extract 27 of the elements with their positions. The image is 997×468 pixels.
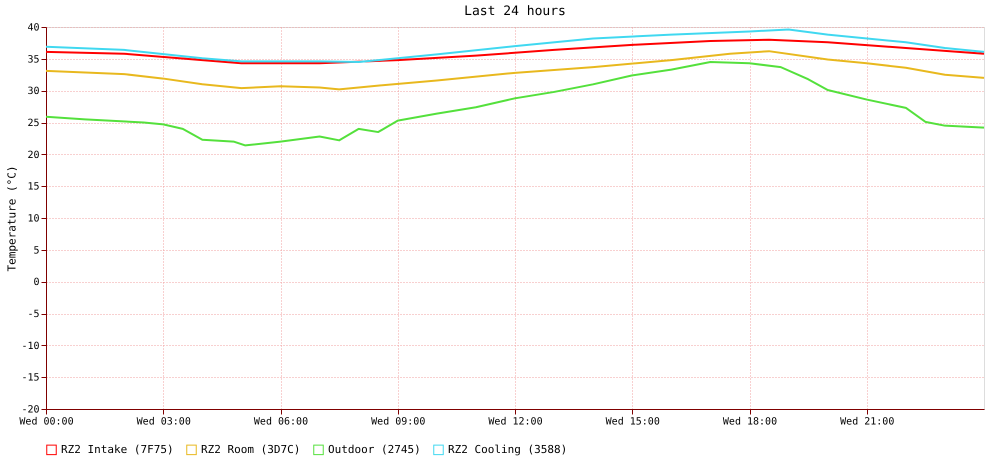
y-tick-label: -10 [21, 340, 40, 352]
y-tick-label: 20 [27, 150, 40, 161]
y-tick-label: -5 [27, 309, 40, 320]
x-tick-label: Wed 09:00 [371, 416, 426, 428]
y-tick-label: 0 [33, 277, 40, 288]
legend-label: RZ2 Cooling (3588) [448, 442, 568, 456]
y-tick-label: 10 [27, 214, 40, 224]
y-tick-label: 30 [27, 86, 40, 98]
y-tick-label: 35 [27, 54, 40, 66]
x-tick-label: Wed 00:00 [19, 416, 74, 428]
y-tick-label: 40 [27, 22, 40, 34]
x-tick-label: Wed 12:00 [488, 416, 543, 428]
y-axis-title: Temperature (°C) [5, 166, 18, 272]
y-tick-label: -15 [21, 372, 40, 384]
x-tick-label: Wed 21:00 [840, 416, 894, 428]
legend-label: RZ2 Room (3D7C) [201, 442, 300, 456]
legend-label: Outdoor (2745) [328, 442, 421, 456]
x-tick-label: Wed 15:00 [606, 416, 660, 428]
y-tick-label: 25 [27, 118, 40, 129]
chart-title: Last 24 hours [464, 4, 566, 19]
legend-label: RZ2 Intake (7F75) [61, 442, 174, 456]
y-tick-label: 15 [27, 182, 40, 193]
y-tick-label: 5 [33, 245, 40, 256]
x-tick-label: Wed 18:00 [722, 416, 778, 428]
x-tick-label: Wed 06:00 [254, 416, 308, 428]
y-tick-label: -20 [21, 404, 40, 416]
x-tick-label: Wed 03:00 [136, 416, 191, 428]
